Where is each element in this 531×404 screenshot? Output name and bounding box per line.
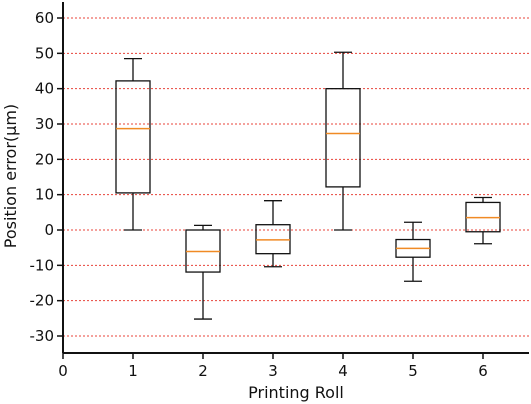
x-tick-label: 5 — [408, 362, 418, 380]
y-tick-label: 20 — [35, 150, 54, 168]
x-tick-label: 2 — [198, 362, 208, 380]
y-tick-label: 0 — [44, 221, 54, 239]
y-tick-label: 50 — [35, 44, 54, 62]
y-tick-label: 30 — [35, 115, 54, 133]
iqr-box — [325, 88, 361, 188]
x-tick-label: 1 — [128, 362, 138, 380]
box-series — [115, 51, 501, 320]
x-axis-label: Printing Roll — [248, 383, 344, 402]
y-tick-label: -10 — [30, 256, 55, 274]
box-roll-3 — [255, 200, 291, 268]
x-tick-label: 6 — [478, 362, 488, 380]
box-roll-5 — [395, 221, 431, 282]
axes — [62, 2, 529, 354]
x-tick-label: 0 — [58, 362, 68, 380]
x-tick-label: 4 — [338, 362, 348, 380]
y-axis-label: Position error(μm) — [1, 104, 20, 248]
box-roll-6 — [465, 196, 501, 245]
y-tick-label: 10 — [35, 186, 54, 204]
box-roll-1 — [115, 57, 151, 231]
y-tick-label: 60 — [35, 9, 54, 27]
iqr-box — [115, 80, 151, 194]
box-roll-2 — [185, 224, 221, 320]
y-tick-label: -30 — [30, 327, 55, 345]
x-tick-label: 3 — [268, 362, 278, 380]
y-tick-label: -20 — [30, 292, 55, 310]
ticks: -30 -20 -10 0 10 20 30 40 50 60 0 1 2 3 4 5 6 — [30, 9, 488, 380]
y-tick-label: 40 — [35, 80, 54, 98]
box-roll-4 — [325, 51, 361, 231]
